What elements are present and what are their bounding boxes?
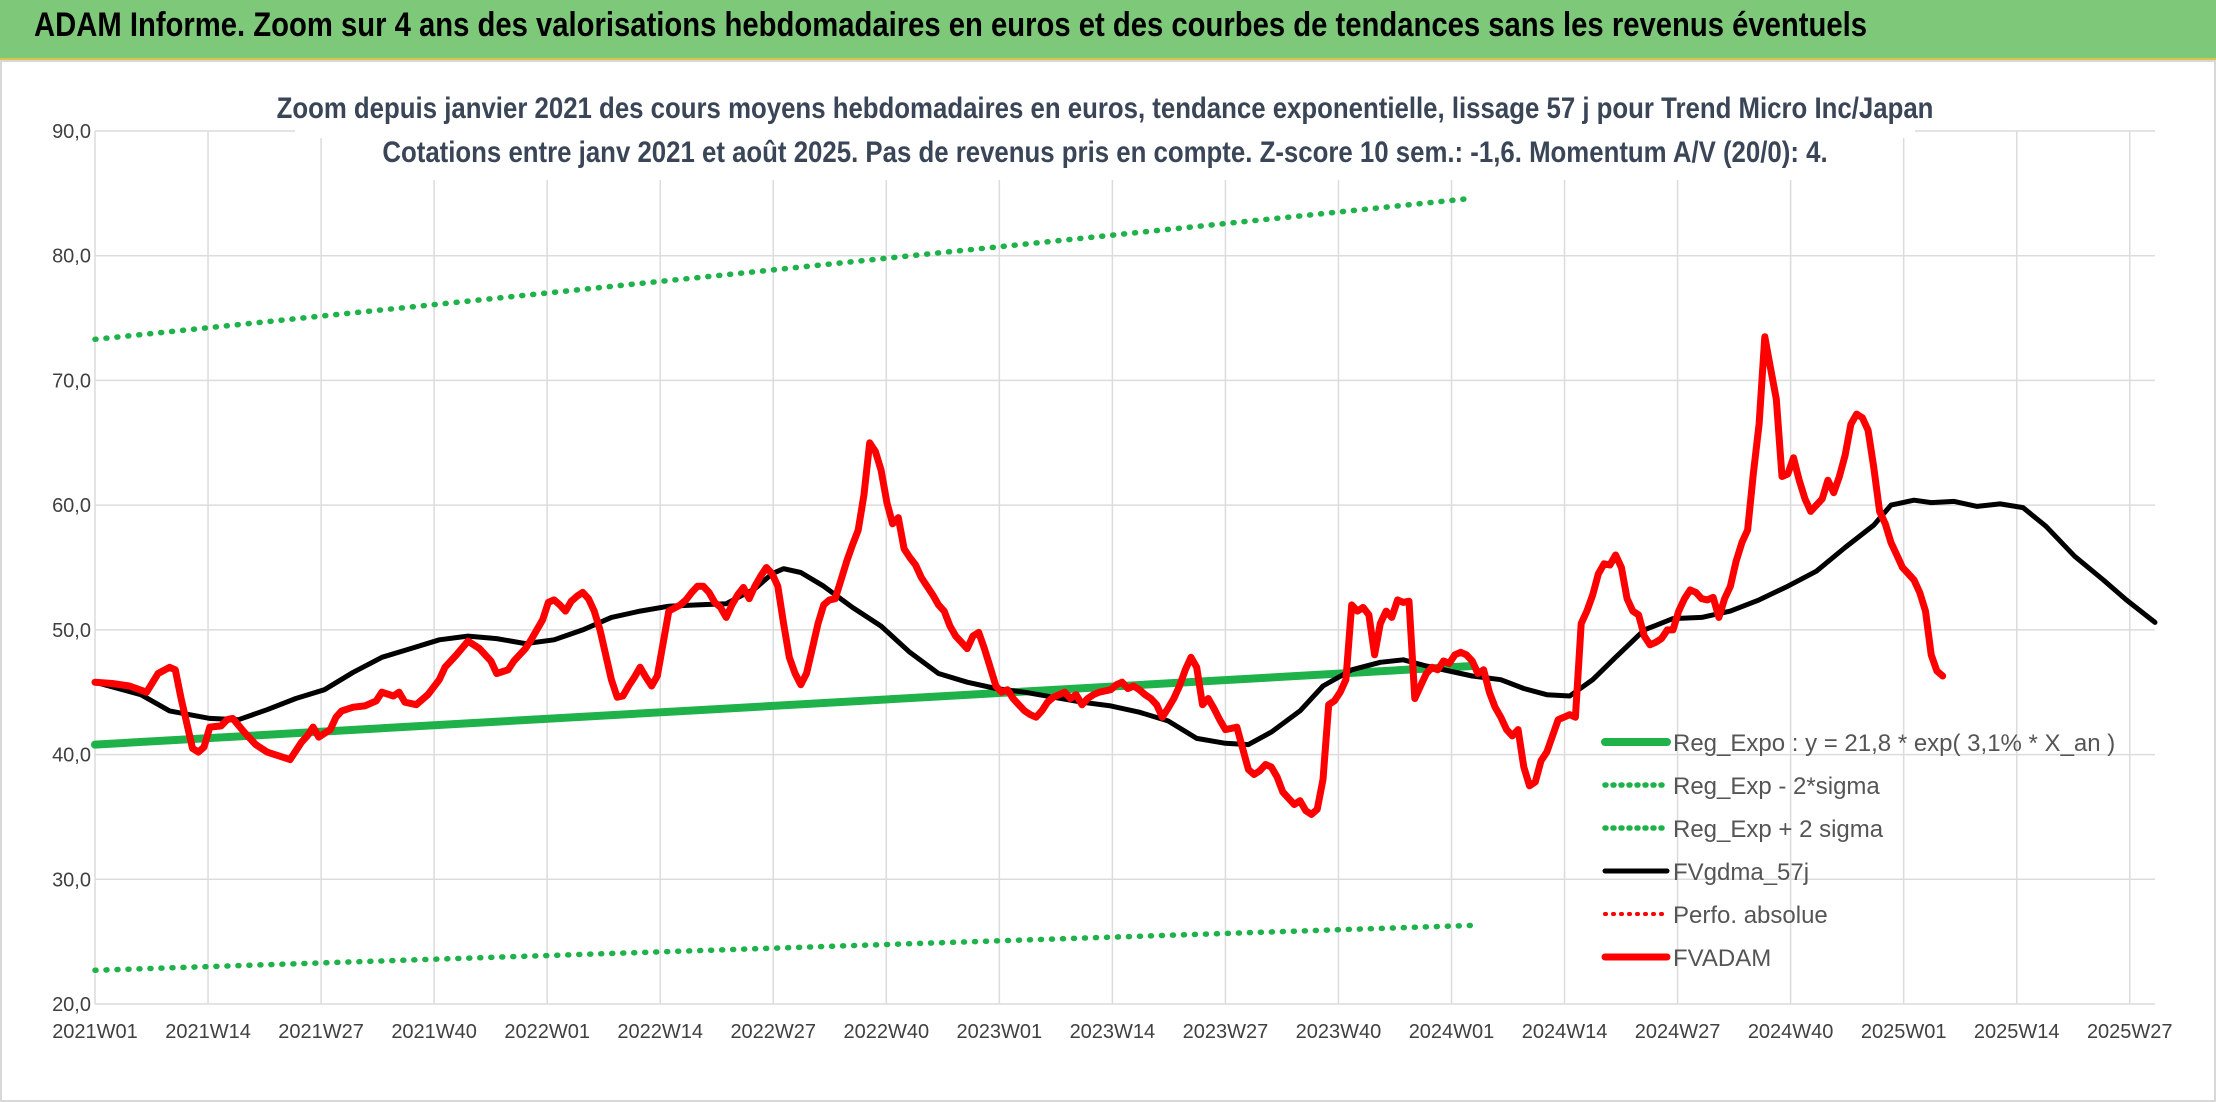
series-line-reg-exp-2-sigma bbox=[92, 922, 1475, 974]
legend-label: Perfo. absolue bbox=[1673, 902, 1828, 929]
y-tick-label: 60,0 bbox=[52, 495, 91, 517]
y-tick-label: 50,0 bbox=[52, 620, 91, 642]
x-tick-label: 2021W01 bbox=[52, 1021, 138, 1043]
report-banner-title: ADAM Informe. Zoom sur 4 ans des valoris… bbox=[34, 6, 1867, 44]
x-tick-label: 2025W01 bbox=[1861, 1021, 1947, 1043]
series-line-fvgdma-57j bbox=[92, 497, 2158, 748]
x-tick-label: 2023W14 bbox=[1070, 1021, 1156, 1043]
report-banner: ADAM Informe. Zoom sur 4 ans des valoris… bbox=[0, 0, 2216, 60]
x-tick-label: 2023W40 bbox=[1296, 1021, 1382, 1043]
chart-series bbox=[91, 195, 2158, 974]
chart-subtitle-backdrop bbox=[385, 134, 1835, 180]
legend-label: Reg_Exp - 2*sigma bbox=[1673, 773, 1880, 800]
legend-label: Reg_Exp + 2 sigma bbox=[1673, 816, 1884, 843]
x-tick-label: 2025W14 bbox=[1974, 1021, 2060, 1043]
legend-label: FVgdma_57j bbox=[1673, 859, 1809, 886]
y-tick-label: 20,0 bbox=[52, 994, 91, 1016]
x-tick-label: 2022W27 bbox=[730, 1021, 816, 1043]
x-tick-label: 2022W14 bbox=[617, 1021, 703, 1043]
series-line-reg-exp-2-sigma bbox=[92, 195, 1475, 343]
y-tick-label: 70,0 bbox=[52, 370, 91, 392]
series-line-fvadam bbox=[91, 333, 1947, 818]
x-tick-label: 2021W27 bbox=[278, 1021, 364, 1043]
x-tick-label: 2024W14 bbox=[1522, 1021, 1608, 1043]
chart-legend: Reg_Expo : y = 21,8 * exp( 3,1% * X_an )… bbox=[1601, 730, 2115, 972]
x-tick-label: 2021W40 bbox=[391, 1021, 477, 1043]
x-tick-label: 2024W01 bbox=[1409, 1021, 1495, 1043]
y-tick-label: 80,0 bbox=[52, 246, 91, 268]
x-tick-label: 2024W27 bbox=[1635, 1021, 1721, 1043]
x-tick-label: 2022W01 bbox=[504, 1021, 590, 1043]
x-tick-label: 2023W01 bbox=[957, 1021, 1043, 1043]
chart-title: Zoom depuis janvier 2021 des cours moyen… bbox=[277, 91, 1934, 124]
x-tick-label: 2023W27 bbox=[1183, 1021, 1269, 1043]
x-tick-label: 2024W40 bbox=[1748, 1021, 1834, 1043]
y-tick-label: 30,0 bbox=[52, 869, 91, 891]
y-tick-label: 40,0 bbox=[52, 745, 91, 767]
x-tick-label: 2022W40 bbox=[843, 1021, 929, 1043]
chart-subtitle: Cotations entre janv 2021 et août 2025. … bbox=[382, 135, 1827, 168]
chart-title-backdrop bbox=[295, 92, 1915, 138]
x-tick-label: 2025W27 bbox=[2087, 1021, 2173, 1043]
legend-label: Reg_Expo : y = 21,8 * exp( 3,1% * X_an ) bbox=[1673, 730, 2115, 757]
chart-frame bbox=[0, 60, 2216, 1102]
chart-gridlines bbox=[94, 130, 2155, 1005]
legend-label: FVADAM bbox=[1673, 945, 1771, 972]
y-tick-label: 90,0 bbox=[52, 121, 91, 143]
x-tick-label: 2021W14 bbox=[165, 1021, 251, 1043]
y-axis-tick-labels: 20,0 30,0 40,0 50,0 60,0 70,0 80,0 90,0 bbox=[52, 121, 91, 1016]
x-axis-tick-labels: 2021W01 2021W14 2021W27 2021W40 2022W01 2022W… bbox=[52, 1021, 2172, 1043]
